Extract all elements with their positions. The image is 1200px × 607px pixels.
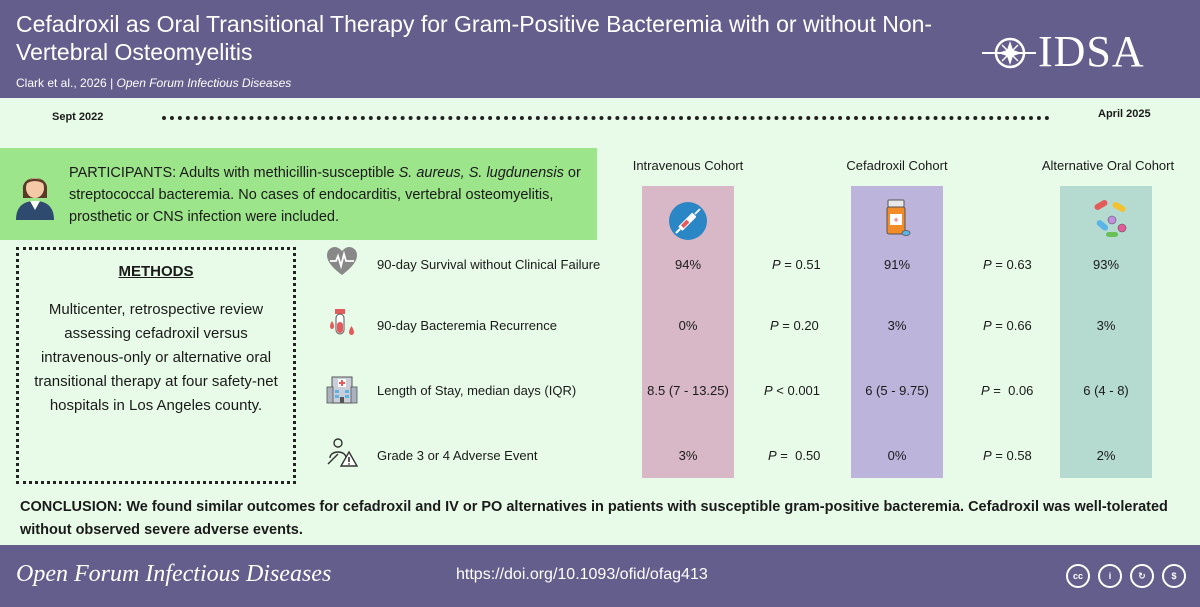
iv-value-recurrence: 0% (678, 318, 698, 333)
non-commercial-icon: $ (1162, 564, 1186, 588)
timeline-end: April 2025 (1098, 108, 1151, 120)
citation-authors: Clark et al., 2026 (16, 76, 107, 90)
p-value-alt-recurrence: P = 0.66 (983, 318, 1032, 333)
blood-tube-icon (330, 309, 354, 335)
methods-heading: METHODS (118, 263, 194, 280)
cc-icon: cc (1066, 564, 1090, 588)
outcome-label-survival: 90-day Survival without Clinical Failure (377, 257, 601, 272)
p-value-alt-adverse-event: P = 0.58 (983, 448, 1032, 463)
cohort-header-cefadroxil: Cefadroxil Cohort (846, 158, 948, 173)
alternative-value-length-of-stay: 6 (4 - 8) (1083, 383, 1129, 398)
cohort-header-alternative: Alternative Oral Cohort (1041, 158, 1175, 173)
header-banner: Cefadroxil as Oral Transitional Therapy … (0, 0, 1200, 98)
citation-journal: Open Forum Infectious Diseases (116, 76, 292, 90)
cefadroxil-column (851, 186, 943, 478)
cefadroxil-value-length-of-stay: 6 (5 - 9.75) (865, 383, 929, 398)
participants-box: PARTICIPANTS: Adults with methicillin-su… (0, 148, 597, 240)
alternative-column (1060, 186, 1152, 478)
participants-text-a: Adults with methicillin-susceptible (179, 165, 399, 181)
outcome-label-adverse-event: Grade 3 or 4 Adverse Event (377, 448, 538, 463)
cefadroxil-value-adverse-event: 0% (887, 448, 907, 463)
p-value-alt-length-of-stay: P = 0.06 (981, 383, 1034, 398)
iv-value-adverse-event: 3% (678, 448, 698, 463)
share-alike-icon: ↻ (1130, 564, 1154, 588)
methods-box: METHODS Multicenter, retrospective revie… (16, 247, 296, 484)
p-value-iv-length-of-stay: P < 0.001 (764, 383, 821, 398)
alternative-value-recurrence: 3% (1096, 318, 1116, 333)
alternative-value-adverse-event: 2% (1096, 448, 1116, 463)
timeline-line (162, 116, 1050, 120)
page-title: Cefadroxil as Oral Transitional Therapy … (16, 11, 933, 65)
heart-pulse-icon (327, 247, 357, 275)
outcome-label-length-of-stay: Length of Stay, median days (IQR) (377, 383, 577, 398)
participants-organisms: S. aureus, S. lugdunensis (398, 165, 564, 181)
methods-text: Multicenter, retrospective review assess… (34, 301, 278, 414)
adverse-event-icon (327, 438, 358, 467)
citation: Clark et al., 2026 | Open Forum Infectio… (16, 76, 292, 90)
cohort-header-iv: Intravenous Cohort (632, 158, 744, 173)
timeline-start: Sept 2022 (52, 111, 104, 123)
p-value-iv-survival: P = 0.51 (772, 257, 821, 272)
svg-text:+: + (893, 216, 899, 224)
footer-journal: Open Forum Infectious Diseases (16, 561, 332, 587)
idsa-star-icon (982, 37, 1036, 69)
cefadroxil-value-survival: 91% (883, 257, 911, 272)
iv-value-length-of-stay: 8.5 (7 - 13.25) (647, 383, 729, 398)
person-icon (16, 178, 54, 220)
outcome-label-recurrence: 90-day Bacteremia Recurrence (377, 318, 557, 333)
participants-text-b: or streptococcal bacteremia. No cases of… (69, 165, 581, 225)
participants-label: PARTICIPANTS: (69, 165, 177, 181)
participants-text: PARTICIPANTS: Adults with methicillin-su… (69, 162, 589, 228)
pills-icon (1094, 200, 1127, 237)
attribution-icon: i (1098, 564, 1122, 588)
idsa-logo: IDSA (982, 28, 1172, 78)
cefadroxil-value-recurrence: 3% (887, 318, 907, 333)
hospital-icon (326, 376, 358, 404)
syringe-icon (669, 202, 707, 240)
doi-link[interactable]: https://doi.org/10.1093/ofid/ofag413 (456, 566, 708, 583)
iv-value-survival: 94% (674, 257, 702, 272)
idsa-logo-text: IDSA (1038, 27, 1145, 76)
p-value-alt-survival: P = 0.63 (983, 257, 1032, 272)
p-value-iv-recurrence: P = 0.20 (770, 318, 819, 333)
alternative-value-survival: 93% (1092, 257, 1120, 272)
footer-banner: Open Forum Infectious Diseases https://d… (0, 545, 1200, 607)
conclusion-text: CONCLUSION: We found similar outcomes fo… (20, 499, 1168, 538)
p-value-iv-adverse-event: P = 0.50 (768, 448, 821, 463)
pill-bottle-icon: + (886, 199, 911, 237)
